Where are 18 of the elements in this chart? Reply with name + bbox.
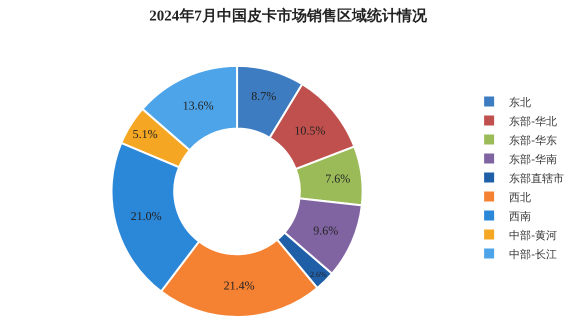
data-label: 13.6% <box>182 98 214 113</box>
data-label: 10.5% <box>294 124 326 138</box>
data-label: 7.6% <box>325 172 350 186</box>
data-label: 21.4% <box>224 278 255 293</box>
legend-label: 东部-华东 <box>509 134 558 147</box>
legend-label: 东部直辖市 <box>509 172 564 185</box>
data-label: 8.7% <box>251 89 276 104</box>
chart-title: 2024年7月中国皮卡市场销售区域统计情况 <box>149 6 428 24</box>
legend-label: 东部-华南 <box>509 152 558 166</box>
legend-label: 西北 <box>509 190 532 204</box>
data-label: 9.6% <box>313 223 338 238</box>
legend-label: 东北 <box>509 96 532 109</box>
legend-label: 东部-华北 <box>509 114 558 128</box>
legend-label: 中部-黄河 <box>509 228 558 242</box>
legend-label: 中部-长江 <box>509 248 558 261</box>
legend-label: 西南 <box>509 210 532 223</box>
data-label: 5.1% <box>132 127 158 142</box>
data-label: 21.0% <box>130 208 162 223</box>
